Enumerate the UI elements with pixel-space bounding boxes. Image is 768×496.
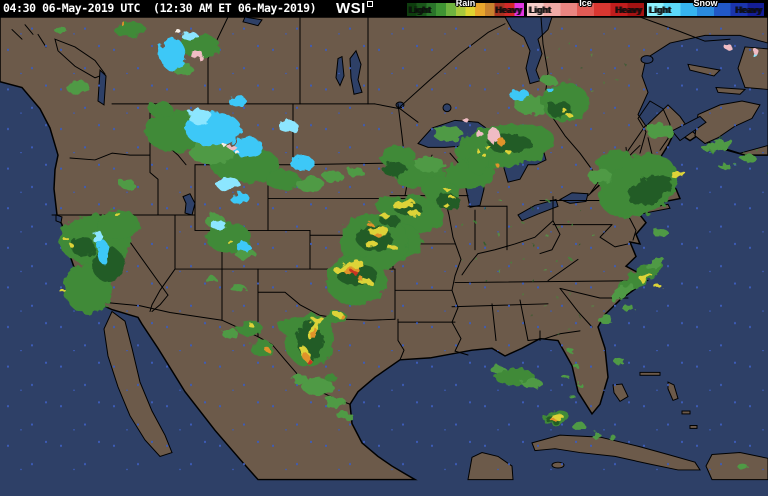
wsi-trademark-square	[366, 1, 373, 7]
timestamp-text: 04:30 06-May-2019 UTC (12:30 AM ET 06-Ma…	[3, 1, 317, 15]
rain-layer	[54, 21, 756, 469]
ice-layer	[175, 29, 760, 156]
header-bar: 04:30 06-May-2019 UTC (12:30 AM ET 06-Ma…	[0, 0, 768, 17]
snow-layer	[93, 31, 759, 264]
legend-rain-heavy-label: Heavy	[495, 5, 522, 15]
wsi-logo-text: WSI	[336, 0, 366, 17]
radar-echo-layer	[54, 21, 768, 469]
legend-rain-title: Rain	[455, 0, 476, 8]
legend-ice-light-label: Light	[529, 5, 551, 15]
legend-snow-heavy-label: Heavy	[735, 5, 762, 15]
radar-map	[0, 17, 768, 496]
legend-ice-title: Ice	[579, 0, 592, 8]
speckle-layer-green	[455, 39, 768, 339]
legend-scale-snow: Snow Light Heavy	[646, 0, 765, 17]
legend-snow-gradient-bar	[647, 3, 764, 16]
legend-scale-rain: Rain Light Heavy	[406, 0, 525, 17]
legend-snow-title: Snow	[693, 0, 718, 8]
legend-snow-light-label: Light	[649, 5, 671, 15]
legend-rain-gradient-bar	[407, 3, 524, 16]
precip-legend: Rain Light Heavy Ice Light Heavy Snow Li…	[406, 0, 768, 17]
legend-ice-heavy-label: Heavy	[615, 5, 642, 15]
legend-ice-gradient-bar	[527, 3, 644, 16]
legend-scale-ice: Ice Light Heavy	[526, 0, 645, 17]
wsi-logo: WSI	[336, 0, 373, 17]
legend-rain-light-label: Light	[409, 5, 431, 15]
heavy-rain-core-layer	[59, 21, 686, 422]
